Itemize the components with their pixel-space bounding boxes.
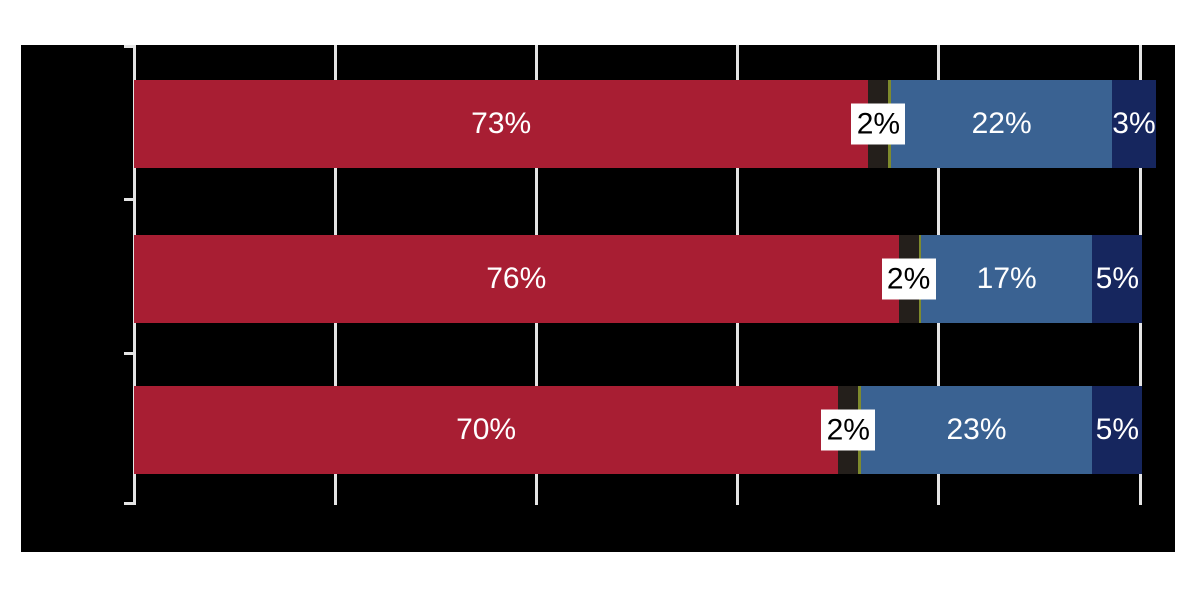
segment-blue: 17% [921,235,1093,323]
segment-dark-callout: 2% [881,258,936,300]
segment-red: 73% [134,80,869,168]
segment-red: 70% [134,386,839,474]
segment-dark-callout: 2% [821,409,876,451]
segment-blue-label: 23% [946,413,1007,446]
segment-navy-label: 5% [1095,413,1139,446]
plot-area: 73% 2% 22% 3% 76% 2% 17% 5% 70% 2% 23% 5% [124,45,1156,505]
segment-blue-label: 22% [971,107,1032,140]
segment-dark-callout: 2% [851,103,906,145]
segment-blue-label: 17% [976,262,1037,295]
segment-navy-label: 5% [1095,262,1139,295]
segment-navy: 5% [1092,386,1143,474]
bar-row-3: 70% 2% 23% 5% [134,386,1143,474]
axis-tick-1 [124,198,134,202]
segment-navy: 3% [1112,80,1156,168]
segment-red-label: 70% [456,413,517,446]
axis-tick-3 [124,502,134,505]
axis-tick-0 [124,45,134,48]
axis-tick-2 [124,351,134,355]
segment-navy: 5% [1092,235,1143,323]
segment-red-label: 73% [471,107,532,140]
bar-row-1: 73% 2% 22% 3% [134,80,1156,168]
segment-blue: 23% [860,386,1093,474]
bar-row-2: 76% 2% 17% 5% [134,235,1143,323]
segment-red: 76% [134,235,899,323]
chart-area: 73% 2% 22% 3% 76% 2% 17% 5% 70% 2% 23% 5% [21,45,1175,552]
segment-red-label: 76% [486,262,547,295]
segment-navy-label: 3% [1112,107,1156,140]
segment-blue: 22% [890,80,1113,168]
